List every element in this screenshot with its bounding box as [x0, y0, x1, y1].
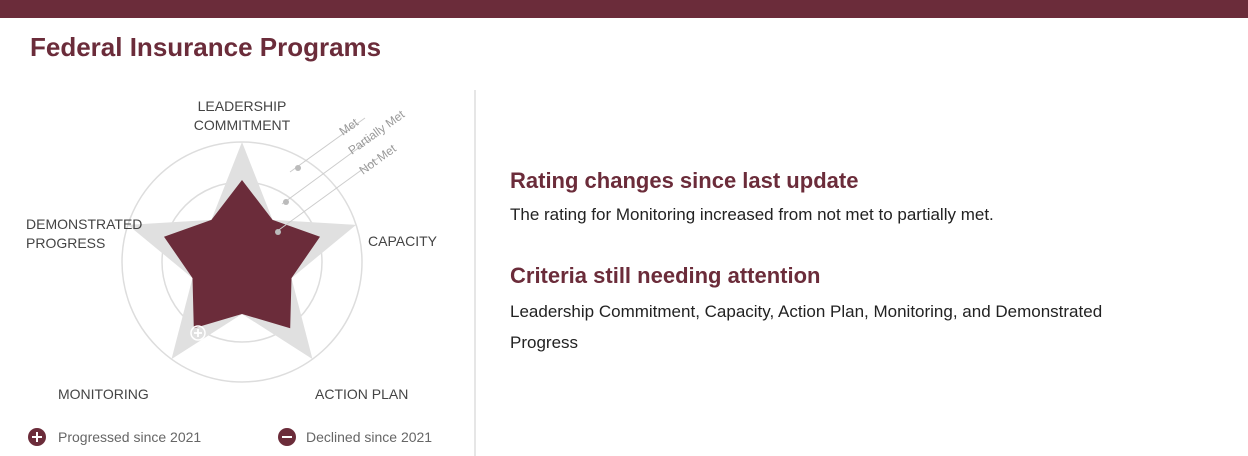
rating-star — [164, 180, 320, 329]
title: Federal Insurance Programs — [30, 32, 382, 62]
section-body: The rating for Monitoring increased from… — [510, 205, 994, 224]
scale-line — [281, 137, 373, 205]
scale-dot — [283, 199, 289, 205]
section-heading: Criteria still needing attention — [510, 263, 821, 288]
scale-dot — [295, 165, 301, 171]
section-body: Leadership Commitment, Capacity, Action … — [510, 302, 1103, 352]
legend-label: Declined since 2021 — [306, 429, 432, 445]
scale-label: Partially Met — [346, 107, 408, 158]
legend-icon — [32, 432, 42, 442]
scale-line — [289, 117, 366, 173]
progress-marker — [194, 329, 202, 337]
top-bar — [0, 0, 1248, 18]
scale-line — [275, 157, 379, 233]
criterion-label: ACTION PLAN — [315, 386, 408, 402]
criterion-label: CAPACITY — [368, 233, 438, 249]
criterion-label: MONITORING — [58, 386, 149, 402]
progress-marker — [190, 325, 206, 341]
criterion-label: DEMONSTRATED PROGRESS — [26, 216, 142, 251]
star-chart — [121, 141, 363, 383]
legend-label: Progressed since 2021 — [58, 429, 201, 445]
criterion-label: LEADERSHIP COMMITMENT — [194, 98, 291, 133]
scale-dot — [275, 229, 281, 235]
scale-label: Met — [337, 115, 362, 138]
section-heading: Rating changes since last update — [510, 168, 859, 193]
